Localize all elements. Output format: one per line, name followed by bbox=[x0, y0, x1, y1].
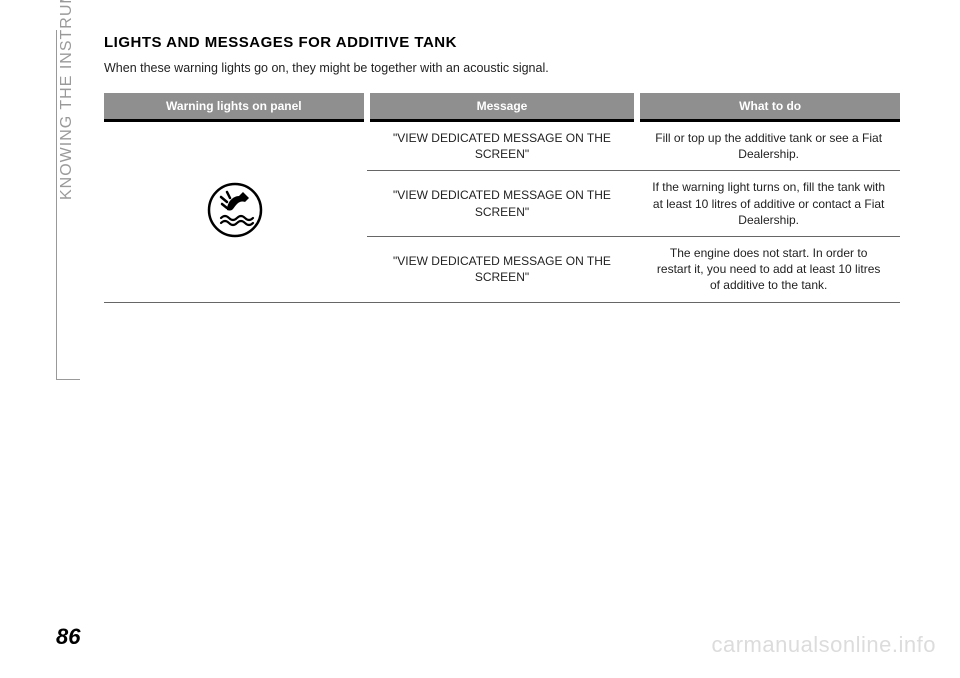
additive-tank-warning-icon bbox=[207, 182, 263, 238]
message-cell: "VIEW DEDICATED MESSAGE ON THE SCREEN" bbox=[367, 236, 638, 302]
section-label: KNOWING THE INSTRUMENT PANEL bbox=[58, 0, 76, 200]
action-cell: Fill or top up the additive tank or see … bbox=[637, 121, 900, 171]
message-cell: "VIEW DEDICATED MESSAGE ON THE SCREEN" bbox=[367, 121, 638, 171]
action-cell: If the warning light turns on, fill the … bbox=[637, 171, 900, 237]
col-header-warning: Warning lights on panel bbox=[104, 93, 367, 121]
page-number: 86 bbox=[56, 624, 80, 650]
table-header-row: Warning lights on panel Message What to … bbox=[104, 93, 900, 121]
page-title: LIGHTS AND MESSAGES FOR ADDITIVE TANK bbox=[104, 34, 900, 51]
warning-icon-cell bbox=[104, 121, 367, 303]
col-header-message: Message bbox=[367, 93, 638, 121]
watermark: carmanualsonline.info bbox=[711, 632, 936, 658]
message-cell: "VIEW DEDICATED MESSAGE ON THE SCREEN" bbox=[367, 171, 638, 237]
col-header-action: What to do bbox=[637, 93, 900, 121]
warning-table: Warning lights on panel Message What to … bbox=[104, 93, 900, 303]
table-row: "VIEW DEDICATED MESSAGE ON THE SCREEN" F… bbox=[104, 121, 900, 171]
page-content: LIGHTS AND MESSAGES FOR ADDITIVE TANK Wh… bbox=[104, 34, 900, 303]
intro-text: When these warning lights go on, they mi… bbox=[104, 61, 900, 75]
action-cell: The engine does not start. In order to r… bbox=[637, 236, 900, 302]
